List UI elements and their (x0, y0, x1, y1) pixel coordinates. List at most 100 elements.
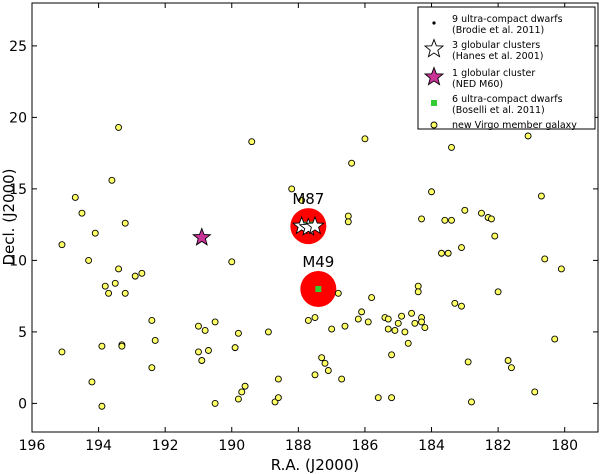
data-point-s0-101 (531, 388, 539, 396)
data-point-s0-92 (468, 398, 475, 406)
data-point-s0-37 (248, 138, 256, 146)
legend-label-2: 1 globular cluster (452, 68, 535, 79)
data-point-s0-20 (148, 364, 156, 372)
data-point-s0-7 (105, 289, 113, 297)
data-point-s0-93 (478, 209, 485, 217)
x-axis-label: R.A. (J2000) (271, 456, 360, 474)
data-point-s0-9 (111, 279, 119, 287)
data-point-s0-83 (441, 216, 449, 224)
x-tick-label: 188 (285, 438, 312, 454)
data-point-s0-14 (121, 219, 129, 227)
data-point-s0-30 (211, 399, 219, 407)
x-tick-label: 196 (19, 438, 46, 454)
y-tick-label: 5 (18, 325, 27, 341)
data-point-s0-98 (504, 357, 512, 364)
data-point-s0-0 (58, 241, 66, 249)
legend-marker-0 (432, 21, 436, 25)
data-point-s0-27 (198, 357, 206, 364)
x-tick-label: 192 (152, 438, 179, 454)
data-point-s0-67 (388, 394, 396, 402)
data-point-s4-0 (192, 227, 212, 246)
data-point-s0-29 (211, 318, 219, 326)
legend-box (417, 6, 596, 130)
data-point-s0-70 (398, 312, 406, 320)
legend-marker-3 (431, 100, 437, 106)
data-point-s0-53 (341, 322, 349, 330)
data-point-s0-103 (541, 255, 549, 263)
legend-marker-1 (423, 38, 445, 58)
data-point-s0-104 (551, 335, 559, 343)
data-point-s0-25 (201, 327, 209, 334)
data-point-s0-40 (274, 394, 282, 402)
data-point-s0-77 (418, 215, 425, 223)
data-point-s0-45 (311, 371, 319, 379)
data-point-s0-76 (414, 288, 422, 296)
data-point-s0-34 (234, 395, 242, 403)
annotation-m49: M49 (302, 253, 334, 271)
y-tick-label: 0 (18, 396, 27, 412)
data-point-s0-86 (448, 216, 455, 224)
data-point-s0-69 (394, 319, 402, 327)
data-point-s0-56 (344, 218, 352, 226)
legend-citation-2: (NED M60) (452, 79, 503, 90)
data-point-s0-15 (121, 289, 129, 297)
data-point-s0-66 (388, 351, 396, 359)
data-point-s0-68 (391, 327, 399, 334)
data-point-s0-87 (451, 299, 459, 307)
data-point-s0-60 (364, 318, 372, 326)
data-point-s0-57 (354, 315, 362, 323)
data-point-s0-72 (404, 339, 412, 347)
data-point-s0-52 (338, 375, 346, 383)
data-point-s0-100 (524, 132, 532, 140)
legend-marker-2 (423, 66, 445, 86)
data-point-s0-8 (108, 176, 116, 184)
legend-label-0: 9 ultra-compact dwarfs (452, 14, 563, 25)
data-point-s0-51 (334, 289, 342, 297)
x-tick-label: 182 (485, 438, 512, 454)
data-point-s0-6 (101, 282, 109, 290)
data-point-s0-79 (418, 318, 425, 326)
data-point-s0-48 (321, 359, 329, 367)
legend-label-4: new Virgo member galaxy (452, 120, 577, 131)
data-point-s0-13 (118, 342, 126, 350)
data-point-s0-41 (274, 375, 282, 383)
legend-citation-0: (Brodie et al. 2011) (452, 25, 544, 36)
y-tick-label: 25 (9, 39, 27, 55)
data-point-s0-35 (238, 388, 246, 396)
legend-citation-3: (Boselli et al. 2011) (452, 105, 545, 116)
data-point-s0-74 (411, 319, 419, 327)
data-point-s0-24 (195, 322, 202, 330)
data-point-s0-2 (78, 209, 86, 217)
x-tick-label: 186 (352, 438, 379, 454)
data-point-s0-95 (488, 215, 495, 223)
y-tick-label: 15 (9, 182, 27, 198)
data-point-s0-91 (464, 358, 472, 366)
legend-label-1: 3 globular clusters (452, 40, 540, 51)
data-point-s0-50 (328, 325, 336, 333)
data-point-s0-97 (494, 288, 502, 296)
data-point-s0-62 (374, 394, 382, 402)
data-point-s0-49 (324, 367, 332, 374)
data-point-s0-44 (304, 317, 312, 324)
data-marks (58, 123, 565, 410)
data-point-s0-43 (298, 196, 306, 204)
data-point-s0-81 (428, 188, 435, 196)
data-point-s0-31 (228, 258, 236, 266)
data-point-s0-1 (71, 194, 79, 201)
legend-citation-1: (Hanes et al. 2001) (452, 51, 543, 62)
data-point-s0-28 (205, 347, 212, 354)
data-point-s0-22 (88, 378, 96, 386)
data-point-s0-75 (414, 282, 422, 290)
data-point-s0-18 (148, 317, 156, 324)
data-point-s0-105 (557, 265, 565, 273)
y-tick-label: 20 (9, 110, 27, 126)
data-point-s0-42 (288, 185, 296, 193)
data-point-s0-65 (384, 325, 392, 333)
axis-ticks: 196 194 192 190 188 186 184 182 180 0 5 10 15 20 25 (9, 3, 598, 454)
data-point-s0-21 (58, 348, 66, 356)
data-point-s0-90 (461, 206, 469, 214)
data-point-s0-71 (401, 328, 409, 336)
data-point-s0-11 (115, 265, 123, 273)
data-point-s0-80 (421, 324, 429, 332)
